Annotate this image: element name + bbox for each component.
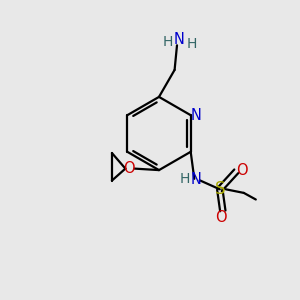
Text: N: N (190, 172, 201, 187)
Text: O: O (215, 210, 227, 225)
Text: O: O (236, 163, 248, 178)
Text: N: N (174, 32, 185, 47)
Text: H: H (187, 37, 197, 50)
Text: S: S (215, 180, 226, 198)
Text: H: H (179, 172, 190, 186)
Text: H: H (162, 35, 172, 49)
Text: N: N (191, 108, 202, 123)
Text: O: O (124, 161, 135, 176)
